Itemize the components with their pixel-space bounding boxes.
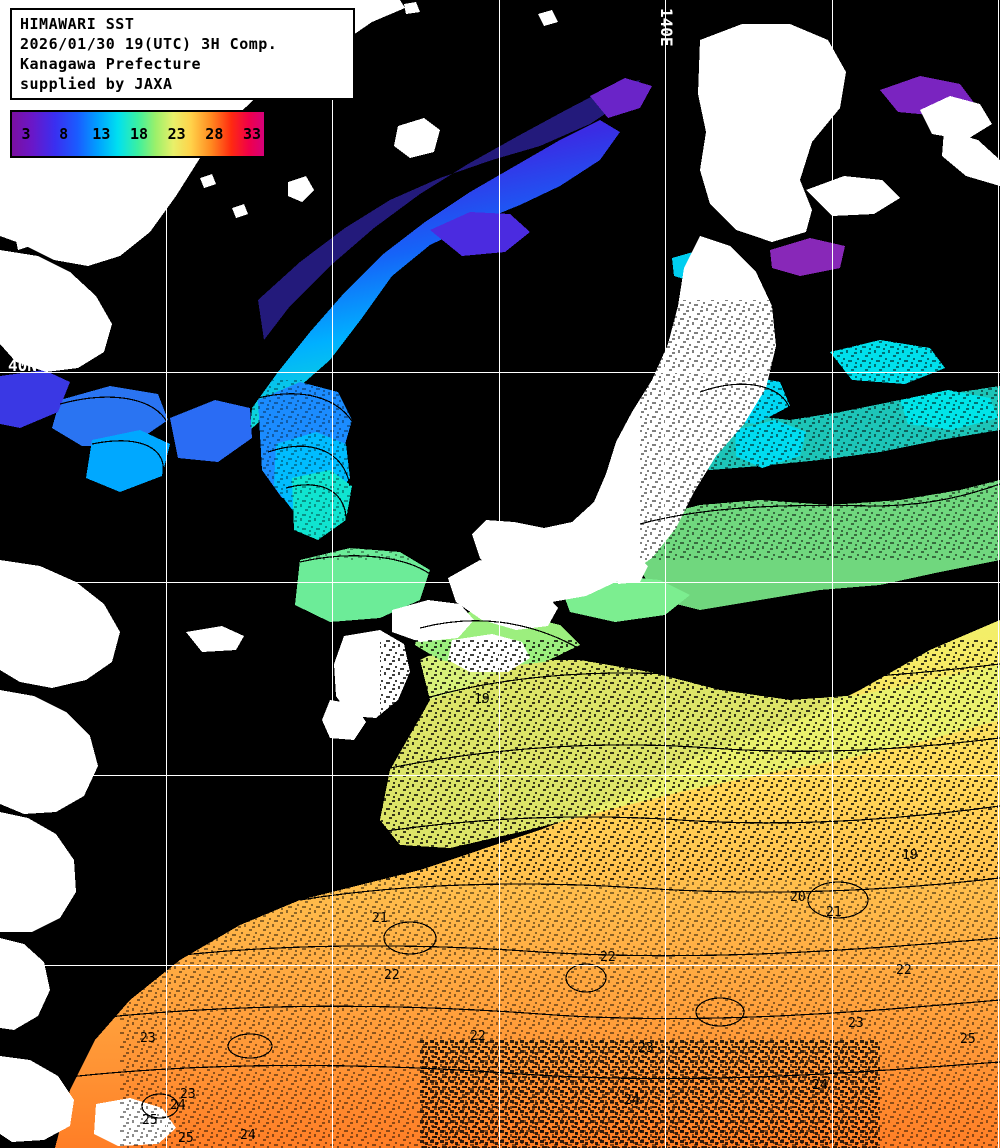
colorbar-tick-8: 8: [59, 125, 69, 143]
colorbar-tick-labels: 3 8 13 18 23 28 33: [12, 112, 264, 156]
isotherm-contours: [59, 383, 1000, 1119]
contour-label-22: 22: [384, 968, 400, 983]
contour-label-23: 23: [180, 1087, 196, 1102]
gridline-horizontal: [0, 372, 1000, 373]
contour-label-24: 24: [624, 1093, 640, 1108]
gridline-vertical: [665, 0, 666, 1148]
colorbar-tick-18: 18: [129, 125, 149, 143]
contour-label-25: 25: [960, 1032, 976, 1047]
gridline-horizontal: [0, 965, 1000, 966]
contour-label-20: 20: [790, 890, 806, 905]
product-datetime: 2026/01/30 19(UTC) 3H Comp.: [20, 35, 278, 53]
gridline-horizontal: [0, 582, 1000, 583]
contour-label-21: 21: [826, 905, 842, 920]
gridline-vertical: [499, 0, 500, 1148]
contour-label-19: 19: [474, 692, 490, 707]
contour-label-24: 24: [170, 1098, 186, 1113]
product-credit: supplied by JAXA: [20, 75, 173, 93]
gridline-vertical: [998, 0, 999, 1148]
contour-label-22: 22: [600, 950, 616, 965]
product-region: Kanagawa Prefecture: [20, 55, 202, 73]
contour-label-24: 24: [240, 1128, 256, 1143]
contour-label-23: 23: [140, 1031, 156, 1046]
contour-label-24: 24: [812, 1078, 828, 1093]
colorbar-tick-3: 3: [21, 125, 31, 143]
contour-label-25: 25: [142, 1113, 158, 1128]
colorbar-tick-28: 28: [205, 125, 224, 143]
contour-label-23: 23: [848, 1016, 864, 1031]
colorbar-tick-23: 23: [167, 125, 186, 143]
contour-label-23: 23: [638, 1041, 654, 1056]
colorbar-tick-33: 33: [242, 125, 262, 143]
contour-label-25: 25: [178, 1131, 194, 1146]
contour-label-22: 22: [896, 963, 912, 978]
contour-label-21: 21: [372, 911, 388, 926]
sst-colorbar: 3 8 13 18 23 28 33: [10, 110, 266, 158]
gridline-vertical: [832, 0, 833, 1148]
contour-label-19: 19: [902, 848, 918, 863]
lat-label-40n: 40N: [8, 356, 37, 375]
colorbar-gradient: [12, 112, 264, 156]
gridline-vertical: [166, 0, 167, 1148]
contour-label-22: 22: [470, 1029, 486, 1044]
colorbar-tick-13: 13: [92, 125, 111, 143]
lon-label-140e: 140E: [657, 8, 676, 47]
product-info-box: HIMAWARI SST 2026/01/30 19(UTC) 3H Comp.…: [10, 8, 355, 100]
cloud-mask-speckle: [120, 300, 1000, 1148]
gridline-horizontal: [0, 775, 1000, 776]
product-title: HIMAWARI SST: [20, 15, 135, 33]
gridline-vertical: [332, 0, 333, 1148]
